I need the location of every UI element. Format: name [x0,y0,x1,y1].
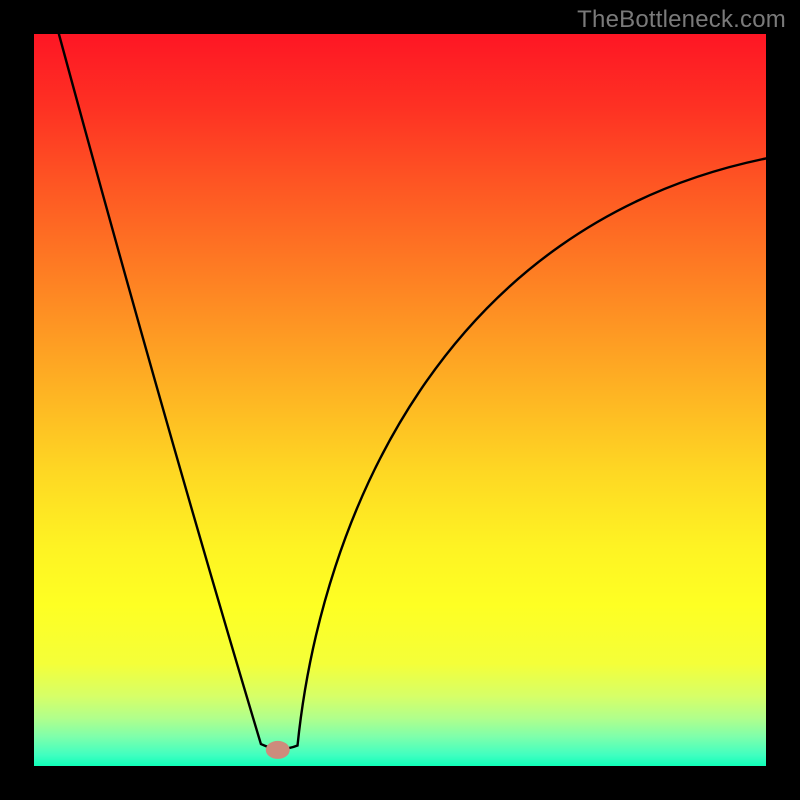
plot-background [34,34,766,766]
watermark-text: TheBottleneck.com [577,6,786,34]
bottleneck-chart [0,0,800,800]
optimum-marker [266,741,290,759]
